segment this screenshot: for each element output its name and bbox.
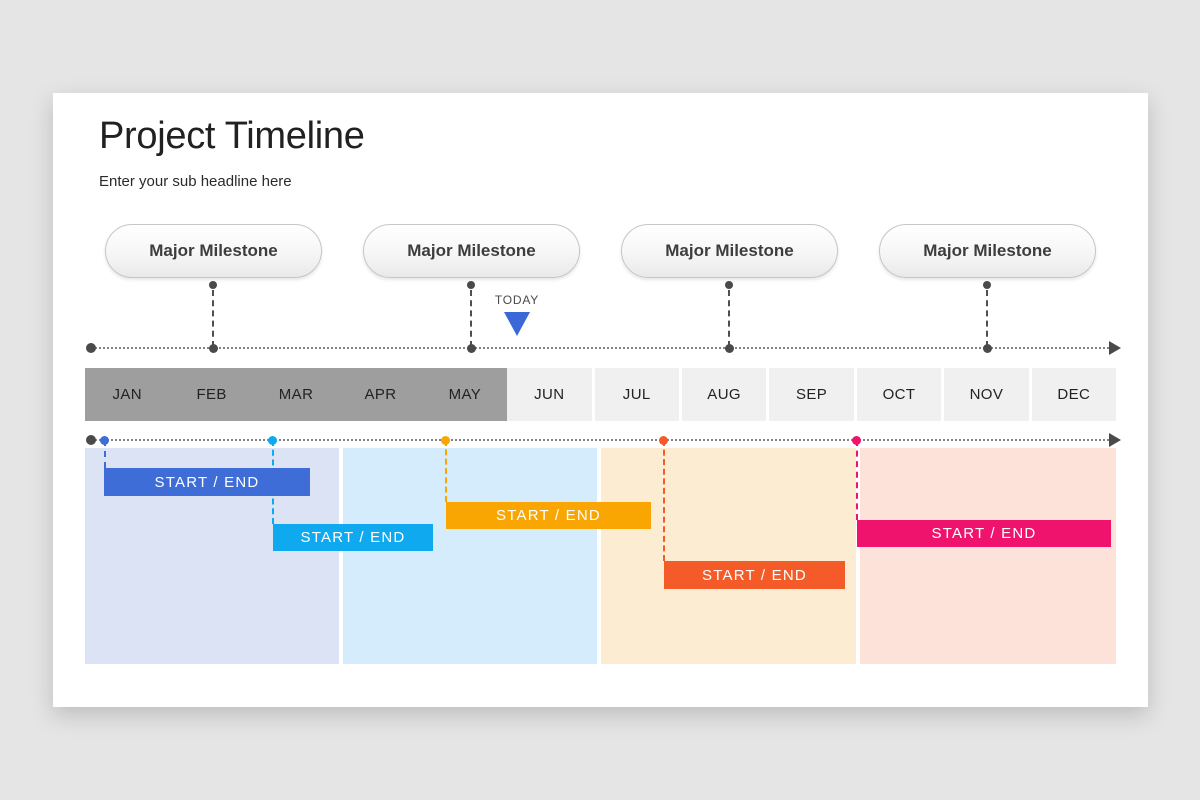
gantt-bar-1[interactable]: START / END: [104, 468, 310, 496]
milestone-connector: [986, 290, 988, 347]
gantt-bar-5[interactable]: START / END: [857, 520, 1111, 547]
month-bar: JAN FEB MAR APR MAY JUN JUL AUG SEP OCT …: [85, 368, 1117, 421]
gantt-bar-3[interactable]: START / END: [446, 502, 651, 529]
milestone-connector: [212, 290, 214, 347]
quarter-panel-q3: [601, 448, 856, 664]
month-cell-oct[interactable]: OCT: [853, 368, 942, 421]
axis-node: [209, 344, 218, 353]
month-cell-jul[interactable]: JUL: [591, 368, 679, 421]
axis-start-dot: [86, 435, 96, 445]
gantt-bar-4[interactable]: START / END: [664, 561, 845, 589]
milestone-dot: [467, 281, 475, 289]
month-cell-sep[interactable]: SEP: [766, 368, 854, 421]
milestone-pill-1[interactable]: Major Milestone: [105, 224, 322, 278]
quarter-panel-q4: [860, 448, 1116, 664]
milestone-dot: [209, 281, 217, 289]
milestone-pill-3-label: Major Milestone: [665, 241, 794, 260]
milestone-timeline-axis: [86, 341, 1121, 355]
page-subtitle: Enter your sub headline here: [99, 173, 292, 190]
dropline-orange: [663, 440, 665, 561]
milestone-pill-2[interactable]: Major Milestone: [363, 224, 580, 278]
axis-node: [467, 344, 476, 353]
arrowhead-icon: [1109, 341, 1121, 355]
milestone-pill-1-label: Major Milestone: [149, 241, 278, 260]
dropline-blue: [104, 440, 106, 468]
arrowhead-icon: [1109, 433, 1121, 447]
gantt-bar-2[interactable]: START / END: [273, 524, 433, 551]
month-cell-aug[interactable]: AUG: [678, 368, 767, 421]
dropline-pink: [856, 440, 858, 520]
dropline-amber: [445, 440, 447, 502]
today-arrow-icon: [504, 312, 530, 336]
milestone-connector: [728, 290, 730, 347]
month-cell-may[interactable]: MAY: [422, 368, 508, 421]
month-cell-jan[interactable]: JAN: [85, 368, 170, 421]
axis-node: [725, 344, 734, 353]
axis-node: [983, 344, 992, 353]
milestone-pill-2-label: Major Milestone: [407, 241, 536, 260]
milestone-connector: [470, 290, 472, 347]
milestone-dot: [983, 281, 991, 289]
milestone-pill-3[interactable]: Major Milestone: [621, 224, 838, 278]
milestone-pill-4[interactable]: Major Milestone: [879, 224, 1096, 278]
month-cell-mar[interactable]: MAR: [253, 368, 339, 421]
slide-canvas: Project Timeline Enter your sub headline…: [53, 93, 1148, 707]
milestone-dot: [725, 281, 733, 289]
axis-start-dot: [86, 343, 96, 353]
page-title: Project Timeline: [99, 115, 365, 157]
today-marker[interactable]: TODAY: [467, 293, 567, 336]
milestone-pill-4-label: Major Milestone: [923, 241, 1052, 260]
today-label: TODAY: [494, 293, 540, 307]
month-cell-feb[interactable]: FEB: [169, 368, 254, 421]
month-cell-jun[interactable]: JUN: [507, 368, 592, 421]
month-cell-dec[interactable]: DEC: [1028, 368, 1117, 421]
month-cell-nov[interactable]: NOV: [941, 368, 1029, 421]
gantt-timeline-axis: [86, 433, 1121, 447]
quarter-panel-q2: [343, 448, 597, 664]
month-cell-apr[interactable]: APR: [338, 368, 423, 421]
